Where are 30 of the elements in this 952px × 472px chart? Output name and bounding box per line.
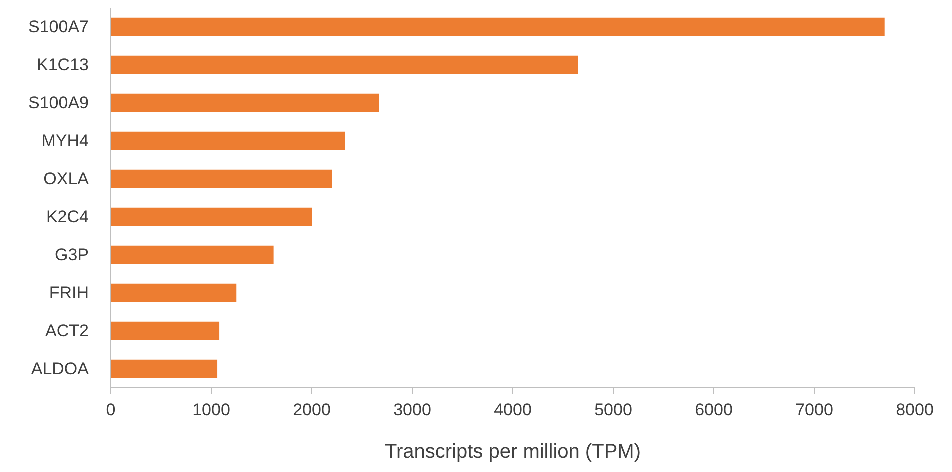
x-tick-label: 4000	[494, 400, 532, 420]
y-tick-label: FRIH	[49, 283, 89, 302]
bar	[111, 208, 312, 226]
bar	[111, 170, 332, 188]
y-tick-label: MYH4	[42, 131, 89, 150]
y-tick-label: G3P	[54, 245, 89, 264]
x-tick-label: 1000	[192, 400, 230, 420]
y-tick-label: S100A9	[28, 93, 89, 112]
x-axis-title: Transcripts per million (TPM)	[385, 441, 641, 463]
y-tick-label: ALDOA	[31, 359, 90, 378]
x-tick-label: 2000	[293, 400, 331, 420]
x-tick-label: 3000	[394, 400, 432, 420]
x-tick-label: 8000	[896, 400, 934, 420]
bar	[111, 56, 578, 74]
bar	[111, 360, 218, 378]
bar	[111, 322, 220, 340]
y-tick-label: K1C13	[37, 55, 89, 74]
bar	[111, 18, 885, 36]
bar	[111, 94, 380, 112]
x-tick-label: 7000	[796, 400, 834, 420]
y-tick-label: K2C4	[46, 207, 89, 226]
bar	[111, 246, 274, 264]
bar	[111, 132, 346, 150]
x-tick-label: 5000	[594, 400, 632, 420]
y-tick-label: ACT2	[46, 321, 89, 340]
y-tick-label: S100A7	[28, 17, 89, 36]
x-tick-label: 0	[106, 400, 116, 420]
y-tick-label: OXLA	[44, 169, 90, 188]
bar	[111, 284, 237, 302]
x-tick-label: 6000	[695, 400, 733, 420]
